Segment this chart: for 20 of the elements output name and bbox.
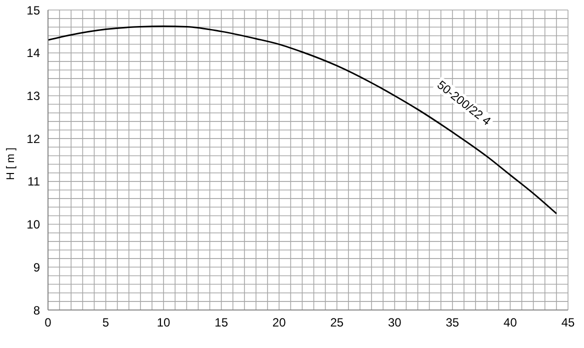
x-tick-label: 15 [214, 316, 228, 330]
y-tick-label: 13 [26, 88, 40, 103]
x-tick-label: 45 [561, 316, 575, 330]
y-axis-title: H [ m ] [4, 148, 17, 180]
line-series [48, 26, 558, 214]
x-tick-label: 0 [44, 316, 52, 330]
y-tick-label: 10 [26, 218, 40, 232]
y-tick-label: 15 [26, 3, 40, 18]
y-tick-label: 11 [28, 174, 40, 189]
x-tick-label: 25 [330, 316, 344, 330]
x-tick-label: 20 [272, 316, 286, 330]
y-tick-label: 8 [33, 303, 40, 318]
y-tick-label: 14 [26, 46, 40, 60]
x-tick-label: 5 [102, 316, 110, 330]
x-tick-label: 35 [446, 316, 460, 330]
x-tick-label: 40 [504, 316, 518, 330]
y-tick-label: 9 [33, 260, 40, 274]
x-tick-label: 10 [156, 316, 171, 330]
x-tick-label: 30 [388, 316, 402, 330]
y-tick-label: 12 [26, 132, 40, 146]
